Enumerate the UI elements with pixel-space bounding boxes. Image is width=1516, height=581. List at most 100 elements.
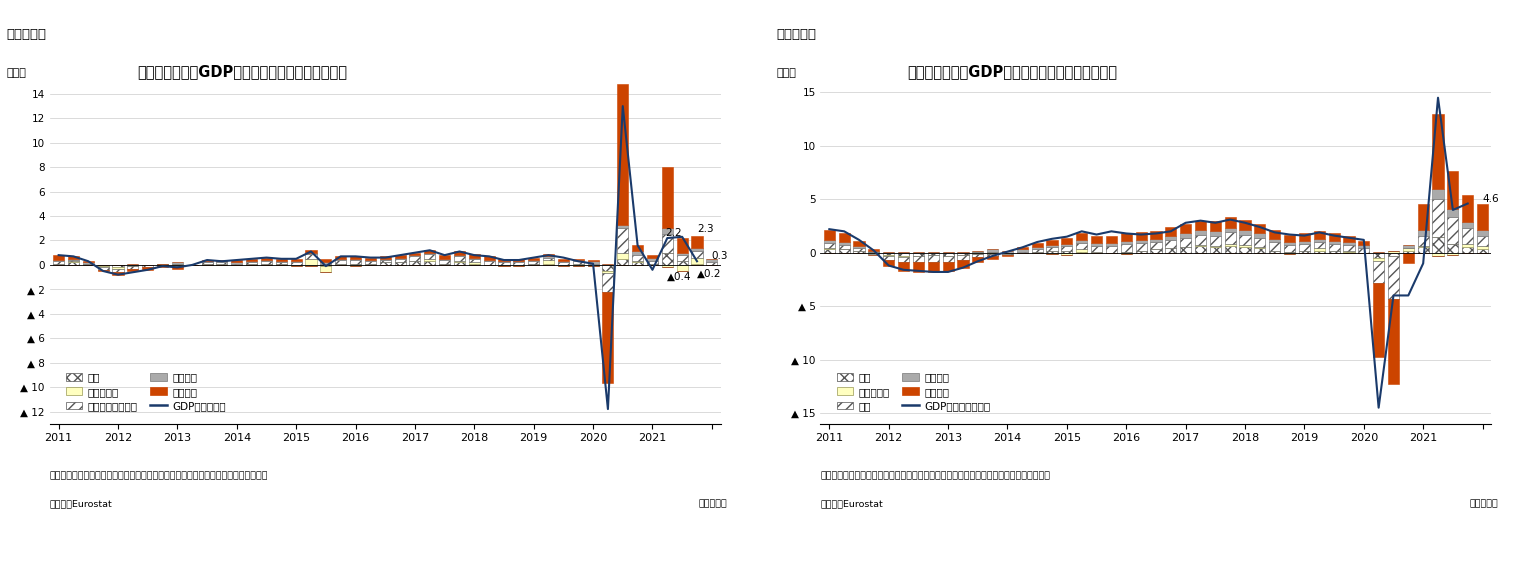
Bar bbox=[987, 252, 998, 253]
Bar bbox=[854, 241, 864, 246]
Bar bbox=[1195, 235, 1207, 245]
Bar bbox=[97, 266, 109, 267]
Bar bbox=[897, 253, 910, 256]
Bar bbox=[676, 261, 688, 265]
Bar bbox=[83, 263, 94, 264]
Bar bbox=[1299, 241, 1310, 244]
Bar bbox=[1448, 209, 1458, 217]
Bar bbox=[379, 263, 391, 265]
Bar bbox=[617, 225, 628, 228]
Bar bbox=[928, 252, 938, 253]
Bar bbox=[143, 265, 153, 267]
Bar bbox=[291, 261, 302, 263]
Bar bbox=[1373, 282, 1384, 357]
Bar bbox=[543, 257, 555, 260]
Bar bbox=[1225, 217, 1236, 228]
Bar bbox=[305, 265, 317, 266]
Bar bbox=[1046, 253, 1058, 254]
Bar bbox=[1120, 244, 1132, 252]
Bar bbox=[1461, 248, 1474, 253]
Bar bbox=[1002, 254, 1013, 255]
Bar bbox=[958, 255, 969, 260]
Bar bbox=[1240, 235, 1251, 245]
Bar bbox=[1314, 239, 1325, 242]
Bar bbox=[232, 263, 243, 264]
Bar bbox=[68, 261, 79, 263]
Bar bbox=[453, 261, 465, 263]
Bar bbox=[1284, 253, 1295, 254]
Bar bbox=[379, 259, 391, 260]
Bar bbox=[171, 266, 183, 267]
Bar bbox=[543, 256, 555, 257]
Bar bbox=[484, 256, 494, 260]
Bar bbox=[972, 253, 984, 254]
Bar bbox=[823, 249, 835, 253]
Bar bbox=[97, 270, 109, 271]
Bar bbox=[499, 265, 509, 266]
Bar bbox=[1031, 248, 1043, 249]
Bar bbox=[1448, 253, 1458, 255]
Bar bbox=[202, 263, 212, 264]
Bar bbox=[202, 264, 212, 265]
Bar bbox=[127, 265, 138, 266]
Bar bbox=[647, 255, 658, 257]
Bar bbox=[913, 252, 923, 253]
Bar bbox=[453, 263, 465, 265]
Bar bbox=[1151, 249, 1161, 253]
Text: ▲0.2: ▲0.2 bbox=[697, 268, 722, 278]
Bar bbox=[83, 264, 94, 265]
Bar bbox=[972, 257, 984, 262]
Bar bbox=[394, 255, 406, 257]
Text: （％）: （％） bbox=[6, 68, 26, 78]
Legend: 外需, 在庫変動等, 投資, 政府消費, 個人消費, GDP（前年同期比）: 外需, 在庫変動等, 投資, 政府消費, 個人消費, GDP（前年同期比） bbox=[832, 368, 994, 415]
Bar bbox=[514, 265, 525, 266]
Bar bbox=[1031, 243, 1043, 248]
Bar bbox=[1105, 243, 1117, 246]
Bar bbox=[305, 259, 317, 265]
Bar bbox=[1195, 245, 1207, 246]
Bar bbox=[884, 253, 894, 255]
Text: ▲0.4: ▲0.4 bbox=[667, 272, 691, 282]
Bar bbox=[1046, 250, 1058, 253]
Bar bbox=[514, 261, 525, 263]
Text: （資料）Eurostat: （資料）Eurostat bbox=[50, 499, 112, 508]
Bar bbox=[1284, 245, 1295, 252]
Bar bbox=[409, 261, 420, 265]
Bar bbox=[291, 265, 302, 266]
Bar bbox=[1225, 228, 1236, 232]
Bar bbox=[958, 252, 969, 253]
Bar bbox=[1433, 236, 1443, 253]
Bar bbox=[972, 252, 984, 253]
Bar bbox=[1046, 248, 1058, 250]
Bar bbox=[1210, 236, 1220, 246]
Bar bbox=[1433, 199, 1443, 236]
Bar bbox=[1061, 244, 1072, 246]
Bar bbox=[1477, 249, 1489, 253]
Bar bbox=[350, 265, 361, 266]
Bar bbox=[1402, 250, 1414, 253]
Bar bbox=[1343, 236, 1354, 242]
Bar bbox=[1314, 249, 1325, 250]
Bar bbox=[1314, 242, 1325, 249]
Bar bbox=[1314, 231, 1325, 239]
Bar bbox=[1166, 227, 1176, 236]
Bar bbox=[838, 249, 850, 253]
Bar bbox=[928, 262, 938, 272]
Bar bbox=[499, 261, 509, 263]
Bar bbox=[1061, 238, 1072, 244]
Bar bbox=[1328, 241, 1340, 244]
Bar bbox=[662, 265, 673, 267]
Bar bbox=[394, 259, 406, 263]
Bar bbox=[647, 257, 658, 261]
Bar bbox=[468, 263, 481, 264]
Bar bbox=[676, 255, 688, 261]
Bar bbox=[127, 264, 138, 265]
Bar bbox=[1210, 221, 1220, 231]
Bar bbox=[647, 261, 658, 264]
Bar bbox=[1433, 114, 1443, 189]
Bar bbox=[662, 228, 673, 234]
Bar bbox=[897, 257, 910, 262]
Bar bbox=[305, 254, 317, 259]
Bar bbox=[588, 261, 599, 264]
Bar bbox=[913, 262, 923, 272]
